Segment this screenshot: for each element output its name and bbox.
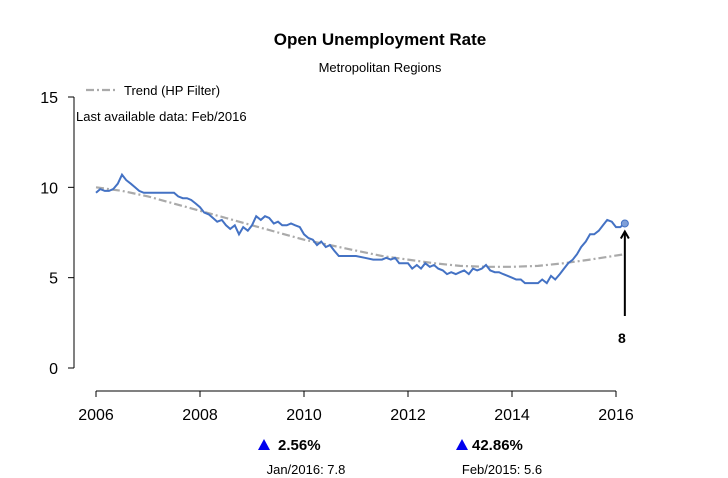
stat-year-over-year: 42.86% Feb/2015: 5.6: [456, 437, 542, 477]
stat-yoy-ref: Feb/2015: 5.6: [462, 462, 542, 477]
stat-mom-ref: Jan/2016: 7.8: [267, 462, 346, 477]
legend: Trend (HP Filter): [86, 83, 220, 98]
y-tick-label: 0: [49, 361, 58, 378]
x-tick-label: 2016: [598, 407, 634, 424]
x-tick-label: 2012: [390, 407, 426, 424]
last-data-point: [620, 219, 629, 228]
y-tick-label: 15: [40, 90, 58, 107]
x-axis: 2006 2008 2010 2012 2014 2016: [78, 390, 634, 424]
trend-line: [95, 186, 625, 268]
annotation-arrow-head: [619, 229, 630, 239]
stat-yoy-value: 42.86%: [472, 437, 523, 454]
x-tick-label: 2008: [182, 407, 218, 424]
up-triangle-icon: [456, 439, 468, 450]
last-data-note: Last available data: Feb/2016: [76, 109, 247, 124]
last-value-annotation: 8: [618, 229, 630, 346]
y-axis: 0 5 10 15: [40, 90, 75, 378]
chart-subtitle: Metropolitan Regions: [319, 60, 442, 75]
up-triangle-icon: [258, 439, 270, 450]
annotation-label: 8: [618, 330, 626, 346]
x-tick-label: 2010: [286, 407, 322, 424]
y-tick-label: 10: [40, 180, 58, 197]
x-tick-label: 2014: [494, 407, 530, 424]
stat-month-over-month: 2.56% Jan/2016: 7.8: [258, 437, 345, 477]
stat-mom-value: 2.56%: [278, 437, 321, 454]
x-tick-label: 2006: [78, 407, 114, 424]
unemployment-rate-line: [95, 172, 626, 285]
legend-trend-label: Trend (HP Filter): [124, 83, 220, 98]
chart-title: Open Unemployment Rate: [274, 30, 487, 49]
y-tick-label: 5: [49, 271, 58, 288]
